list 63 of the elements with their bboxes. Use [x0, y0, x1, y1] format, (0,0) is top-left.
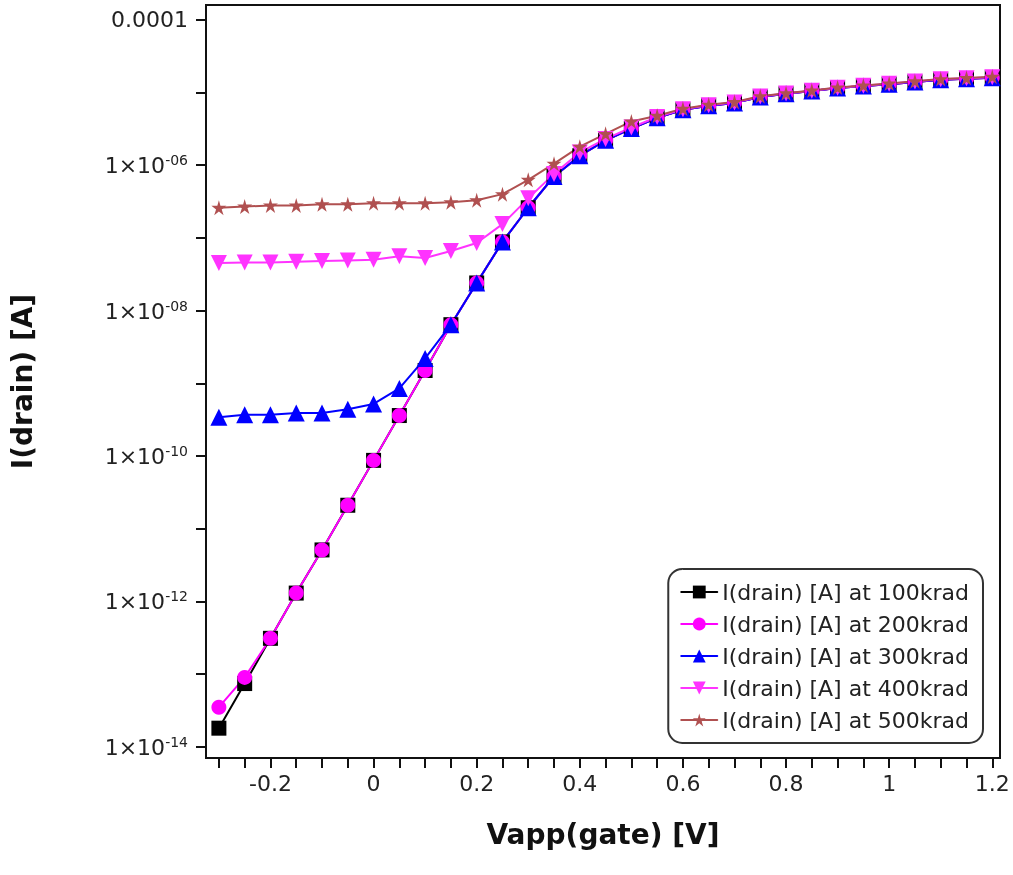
point — [339, 252, 356, 269]
point — [416, 349, 434, 367]
point — [469, 192, 485, 208]
point — [211, 200, 227, 216]
x-tick-label: -0.2 — [248, 770, 292, 796]
point — [546, 156, 562, 172]
point — [262, 254, 279, 271]
y-tick-label: 1×10$^{-08}$ — [104, 297, 188, 324]
point — [494, 186, 510, 202]
point — [339, 400, 357, 418]
y-tick-label: 1×10$^{-12}$ — [104, 588, 188, 615]
point — [340, 196, 356, 212]
legend-label: I(drain) [A] at 100krad — [722, 579, 970, 605]
legend-label: I(drain) [A] at 500krad — [722, 707, 970, 733]
point — [288, 197, 304, 213]
point — [417, 249, 434, 266]
point — [237, 669, 253, 685]
y-tick-label: 0.0001 — [111, 6, 188, 32]
point — [391, 248, 408, 265]
legend-label: I(drain) [A] at 200krad — [722, 611, 970, 637]
point — [598, 126, 614, 142]
y-tick-label: 1×10$^{-10}$ — [104, 442, 188, 470]
point — [237, 199, 253, 215]
point — [211, 699, 227, 715]
point — [314, 196, 330, 212]
point — [210, 408, 228, 426]
point — [365, 251, 382, 268]
point — [520, 172, 536, 188]
point — [366, 195, 382, 211]
point — [520, 190, 537, 207]
point — [313, 404, 331, 422]
legend-label: I(drain) [A] at 300krad — [722, 643, 970, 669]
point — [572, 139, 588, 155]
y-axis-title: I(drain) [A] — [5, 293, 39, 470]
x-tick-label: 0.8 — [768, 770, 804, 796]
x-axis-title: Vapp(gate) [V] — [486, 817, 720, 851]
point — [443, 194, 459, 210]
x-tick-label: 1.2 — [974, 770, 1010, 796]
point — [417, 195, 433, 211]
point — [494, 216, 511, 233]
point — [236, 254, 253, 271]
legend-label: I(drain) [A] at 400krad — [722, 675, 970, 701]
x-tick-label: 0.2 — [459, 770, 495, 796]
point — [210, 255, 227, 272]
x-tick-label: 0 — [366, 770, 381, 796]
x-tick-label: 0.6 — [665, 770, 701, 796]
point — [314, 253, 331, 270]
point — [211, 720, 227, 736]
x-tick-label: 0.4 — [562, 770, 598, 796]
point — [391, 195, 407, 211]
point — [365, 395, 383, 413]
point — [623, 113, 639, 129]
point — [288, 253, 305, 270]
point — [261, 406, 279, 424]
y-tick-label: 1×10$^{-14}$ — [104, 733, 188, 760]
point — [262, 197, 278, 213]
point — [236, 406, 254, 424]
point — [442, 243, 459, 260]
point — [390, 379, 408, 397]
point — [287, 404, 305, 422]
x-tick-label: 1 — [882, 770, 897, 796]
point — [468, 235, 485, 252]
y-tick-label: 1×10$^{-06}$ — [104, 152, 188, 179]
